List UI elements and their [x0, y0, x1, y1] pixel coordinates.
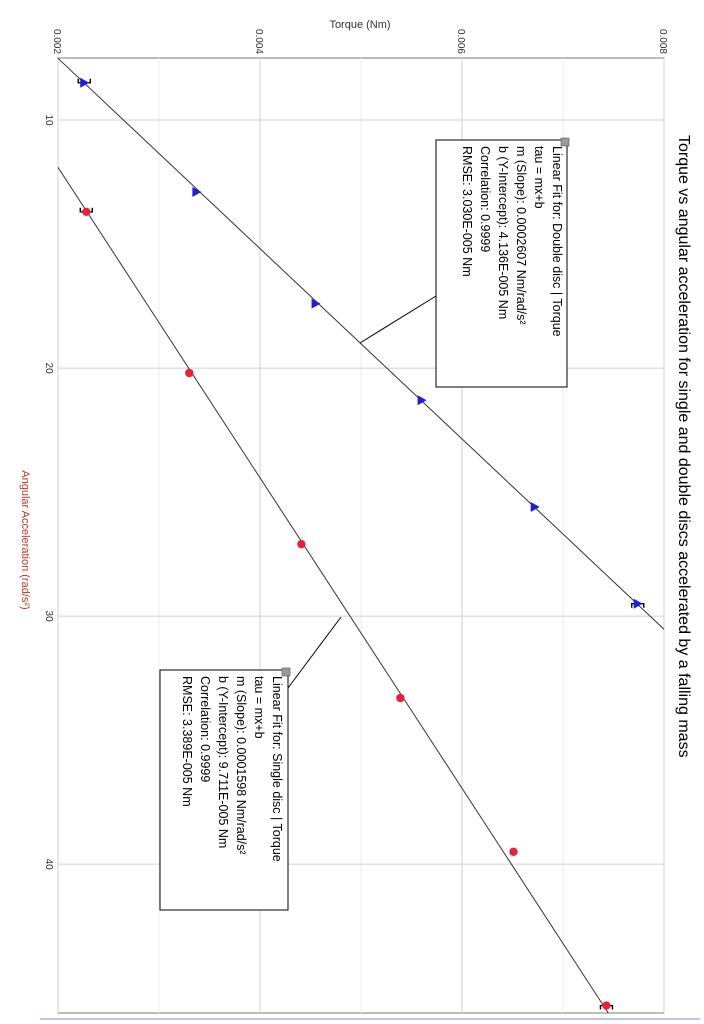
- x-tick-label: 20: [43, 363, 54, 375]
- fit-box-double: [435, 139, 568, 388]
- fit-text-single-line-5: Correlation: 0.9999: [198, 676, 212, 782]
- fit-box-single: [159, 669, 289, 911]
- fit-text-double-line-5: Correlation: 0.9999: [478, 146, 492, 252]
- chart-title: Torque vs angular acceleration for singl…: [675, 135, 692, 758]
- fit-annotation-single: Linear Fit for: Single disc | Torque tau…: [159, 616, 342, 911]
- data-point-double-disc: [417, 395, 427, 406]
- x-tick-label: 30: [43, 611, 54, 623]
- y-axis-title: Torque (Nm): [329, 19, 390, 31]
- data-point-double-disc: [311, 298, 321, 309]
- fit-text-double-line-2: tau = mx+b: [532, 146, 546, 209]
- x-tick-label: 40: [43, 859, 54, 871]
- data-point-double-disc: [633, 598, 643, 609]
- fit-text-double-line-4: b (Y-Intercept): 4.136E-005 Nm: [496, 146, 510, 319]
- y-tick-label: 0.002: [51, 29, 62, 54]
- data-point-single-disc: [82, 207, 91, 216]
- fit-text-single-line-1: Linear Fit for: Single disc | Torque: [270, 676, 284, 862]
- fit-line-single-disc: [57, 167, 609, 1014]
- fit-text-double-line-6: RMSE: 3.030E-005 Nm: [460, 146, 474, 277]
- data-point-single-disc: [509, 847, 518, 856]
- y-tick-label: 0.004: [253, 29, 264, 54]
- fit-box-handle-icon[interactable]: [281, 667, 291, 677]
- data-point-single-disc: [602, 1001, 611, 1010]
- data-point-double-disc: [530, 501, 540, 512]
- data-point-single-disc: [185, 368, 194, 378]
- data-point-single-disc: [396, 693, 405, 703]
- data-point-double-disc: [80, 77, 90, 88]
- y-tick-label: 0.008: [657, 29, 668, 54]
- fit-line-double-disc: [57, 57, 665, 630]
- fit-text-single-line-2: tau = mx+b: [252, 676, 266, 739]
- fit-box-handle-icon[interactable]: [560, 137, 570, 147]
- tick-labels: 0.002 0.004 0.006 0.008 10 20 30 40: [43, 29, 668, 870]
- fit-text-single-line-6: RMSE: 3.389E-005 Nm: [180, 676, 194, 807]
- fit-text-double-line-3: m (Slope): 0.0002607 Nm/rad/s²: [514, 146, 528, 325]
- fit-text-double-line-1: Linear Fit for: Double disc | Torque: [550, 146, 564, 337]
- fit-leader-single: [287, 616, 342, 689]
- fit-text-single-line-4: b (Y-Intercept): 9.711E-005 Nm: [216, 676, 230, 848]
- fit-text-single-line-3: m (Slope): 0.0001598 Nm/rad/s²: [234, 676, 248, 855]
- fit-leader-double: [359, 295, 437, 344]
- data-point-single-disc: [297, 539, 306, 549]
- x-axis-title: Angular Acceleration (rad/s²): [19, 470, 31, 609]
- fit-lines: [57, 57, 665, 1014]
- data-points: [80, 77, 643, 1010]
- grid: [57, 58, 665, 1013]
- y-tick-label: 0.006: [455, 29, 466, 54]
- x-tick-label: 10: [43, 114, 54, 126]
- data-point-double-disc: [192, 186, 202, 197]
- fit-annotation-double: Linear Fit for: Double disc | Torque tau…: [359, 137, 570, 388]
